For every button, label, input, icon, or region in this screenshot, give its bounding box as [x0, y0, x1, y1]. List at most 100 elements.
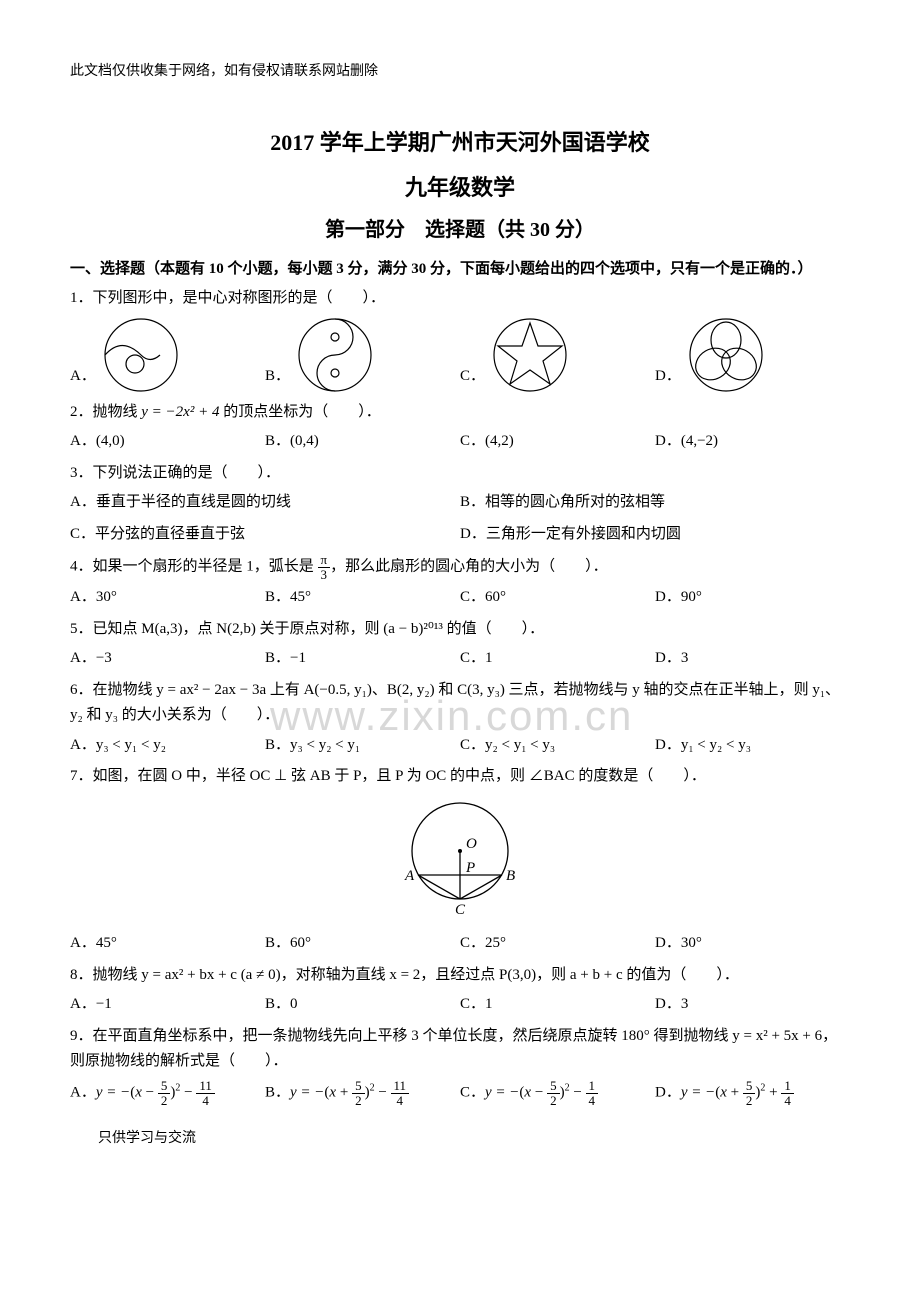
- q1-shape-a-icon: [102, 316, 180, 394]
- q2-expr: y = −2x² + 4: [141, 404, 219, 420]
- question-4-stem: 4．如果一个扇形的半径是 1，弧长是 π3，那么此扇形的圆心角的大小为（ ）．: [70, 553, 850, 581]
- q9d-f2n: 1: [781, 1079, 794, 1094]
- q9-option-a: A．y = −⁠(x − 52)2 − 114: [70, 1079, 265, 1107]
- q7-label-P: P: [465, 860, 475, 876]
- q1-shape-c-icon: [491, 316, 569, 394]
- question-6-stem: 6．在抛物线 y = ax² − 2ax − 3a 上有 A(−0.5, y₁)…: [70, 678, 850, 729]
- q1-option-b-label: B．: [265, 364, 290, 394]
- question-9-options: A．y = −⁠(x − 52)2 − 114 B．y = −⁠(x + 52)…: [70, 1079, 850, 1107]
- question-6-options: A．y₃ < y₁ < y₂ B．y₃ < y₂ < y₁ C．y₂ < y₁ …: [70, 733, 850, 759]
- q9c-f2n: 1: [586, 1079, 599, 1094]
- q9a-f1d: 2: [158, 1094, 171, 1108]
- q9a-prefix: A．: [70, 1084, 96, 1100]
- q6-option-d: D．y₁ < y₂ < y₃: [655, 733, 850, 759]
- q1-option-d-label: D．: [655, 364, 681, 394]
- q9-option-c: C．y = −⁠(x − 52)2 − 14: [460, 1079, 655, 1107]
- q6-option-a: A．y₃ < y₁ < y₂: [70, 733, 265, 759]
- question-8-options: A．−1 B．0 C．1 D．3: [70, 992, 850, 1018]
- question-8-stem: 8．抛物线 y = ax² + bx + c (a ≠ 0)，对称轴为直线 x …: [70, 963, 850, 989]
- q8-option-a: A．−1: [70, 992, 265, 1018]
- question-2-options: A．(4,0) B．(0,4) C．(4,2) D．(4,−2): [70, 429, 850, 455]
- doc-title-line2: 九年级数学: [70, 169, 850, 206]
- q4-stem-pre: 4．如果一个扇形的半径是 1，弧长是: [70, 559, 318, 575]
- q4-option-b: B．45°: [265, 585, 460, 611]
- q9-option-b: B．y = −⁠(x + 52)2 − 114: [265, 1079, 460, 1107]
- q9d-f2d: 4: [781, 1094, 794, 1108]
- q7-label-C: C: [455, 902, 466, 916]
- q3-option-a: A．垂直于半径的直线是圆的切线: [70, 490, 460, 516]
- q3-option-c: C．平分弦的直径垂直于弦: [70, 522, 460, 548]
- doc-title-line1: 2017 学年上学期广州市天河外国语学校: [70, 124, 850, 161]
- q9d-prefix: D．: [655, 1084, 681, 1100]
- q5-option-d: D．3: [655, 646, 850, 672]
- question-3-stem: 3．下列说法正确的是（ ）．: [70, 461, 850, 487]
- q9d-f1d: 2: [743, 1094, 756, 1108]
- q2-stem-post: 的顶点坐标为（ ）．: [219, 404, 380, 420]
- q9c-f2d: 4: [586, 1094, 599, 1108]
- q4-option-a: A．30°: [70, 585, 265, 611]
- q4-fraction: π3: [318, 553, 331, 581]
- q7-label-A: A: [404, 868, 415, 884]
- q6-option-b: B．y₃ < y₂ < y₁: [265, 733, 460, 759]
- q8-option-d: D．3: [655, 992, 850, 1018]
- q9b-f1d: 2: [352, 1094, 365, 1108]
- q8-option-b: B．0: [265, 992, 460, 1018]
- q7-label-O: O: [466, 836, 477, 852]
- q9c-f1n: 5: [547, 1079, 560, 1094]
- footer-note: 只供学习与交流: [70, 1127, 850, 1151]
- question-7-stem: 7．如图，在圆 O 中，半径 OC ⊥ 弦 AB 于 P，且 P 为 OC 的中…: [70, 764, 850, 790]
- question-7-figure: O P A B C: [70, 796, 850, 926]
- doc-title-line3: 第一部分 选择题（共 30 分）: [70, 213, 850, 247]
- q3-option-d: D．三角形一定有外接圆和内切圆: [460, 522, 850, 548]
- question-1-stem: 1．下列图形中，是中心对称图形的是（ ）．: [70, 286, 850, 312]
- q1-option-a-label: A．: [70, 364, 96, 394]
- q2-option-d: D．(4,−2): [655, 429, 850, 455]
- q4-stem-post: ，那么此扇形的圆心角的大小为（ ）．: [330, 559, 608, 575]
- question-2-stem: 2．抛物线 y = −2x² + 4 的顶点坐标为（ ）．: [70, 400, 850, 426]
- q9-option-d: D．y = −⁠(x + 52)2 + 14: [655, 1079, 850, 1107]
- q9a-f2n: 11: [196, 1079, 215, 1094]
- q9b-prefix: B．: [265, 1084, 290, 1100]
- q1-shape-b-icon: [296, 316, 374, 394]
- q4-frac-den: 3: [318, 568, 331, 582]
- question-3-options-row1: A．垂直于半径的直线是圆的切线 B．相等的圆心角所对的弦相等: [70, 490, 850, 516]
- question-7-options: A．45° B．60° C．25° D．30°: [70, 931, 850, 957]
- q9d-f1n: 5: [743, 1079, 756, 1094]
- q8-option-c: C．1: [460, 992, 655, 1018]
- q2-option-c: C．(4,2): [460, 429, 655, 455]
- q5-option-b: B．−1: [265, 646, 460, 672]
- question-3-options-row2: C．平分弦的直径垂直于弦 D．三角形一定有外接圆和内切圆: [70, 522, 850, 548]
- q2-option-a: A．(4,0): [70, 429, 265, 455]
- q4-option-c: C．60°: [460, 585, 655, 611]
- q2-option-b: B．(0,4): [265, 429, 460, 455]
- q9b-f1n: 5: [352, 1079, 365, 1094]
- q9b-f2n: 11: [391, 1079, 410, 1094]
- question-4-options: A．30° B．45° C．60° D．90°: [70, 585, 850, 611]
- question-9-stem: 9．在平面直角坐标系中，把一条抛物线先向上平移 3 个单位长度，然后绕原点旋转 …: [70, 1024, 850, 1075]
- question-5-stem: 5．已知点 M(a,3)，点 N(2,b) 关于原点对称，则 (a − b)²⁰…: [70, 617, 850, 643]
- q9a-f1n: 5: [158, 1079, 171, 1094]
- q6-option-c: C．y₂ < y₁ < y₃: [460, 733, 655, 759]
- section-1-heading: 一、选择题（本题有 10 个小题，每小题 3 分，满分 30 分，下面每小题给出…: [70, 257, 850, 283]
- q9b-f2d: 4: [391, 1094, 410, 1108]
- q9c-f1d: 2: [547, 1094, 560, 1108]
- question-1-options: A． B． C． D．: [70, 316, 850, 394]
- q5-option-c: C．1: [460, 646, 655, 672]
- q1-shape-d-icon: [687, 316, 765, 394]
- q9c-prefix: C．: [460, 1084, 485, 1100]
- question-5-options: A．−3 B．−1 C．1 D．3: [70, 646, 850, 672]
- q7-option-b: B．60°: [265, 931, 460, 957]
- header-note: 此文档仅供收集于网络，如有侵权请联系网站删除: [70, 60, 850, 84]
- q5-option-a: A．−3: [70, 646, 265, 672]
- q1-option-c-label: C．: [460, 364, 485, 394]
- q4-frac-num: π: [318, 553, 331, 568]
- q3-option-b: B．相等的圆心角所对的弦相等: [460, 490, 850, 516]
- q7-circle-diagram-icon: O P A B C: [390, 796, 530, 916]
- q7-option-c: C．25°: [460, 931, 655, 957]
- q4-option-d: D．90°: [655, 585, 850, 611]
- q9a-f2d: 4: [196, 1094, 215, 1108]
- q7-option-a: A．45°: [70, 931, 265, 957]
- q2-stem-pre: 2．抛物线: [70, 404, 141, 420]
- q7-option-d: D．30°: [655, 931, 850, 957]
- q7-label-B: B: [506, 868, 515, 884]
